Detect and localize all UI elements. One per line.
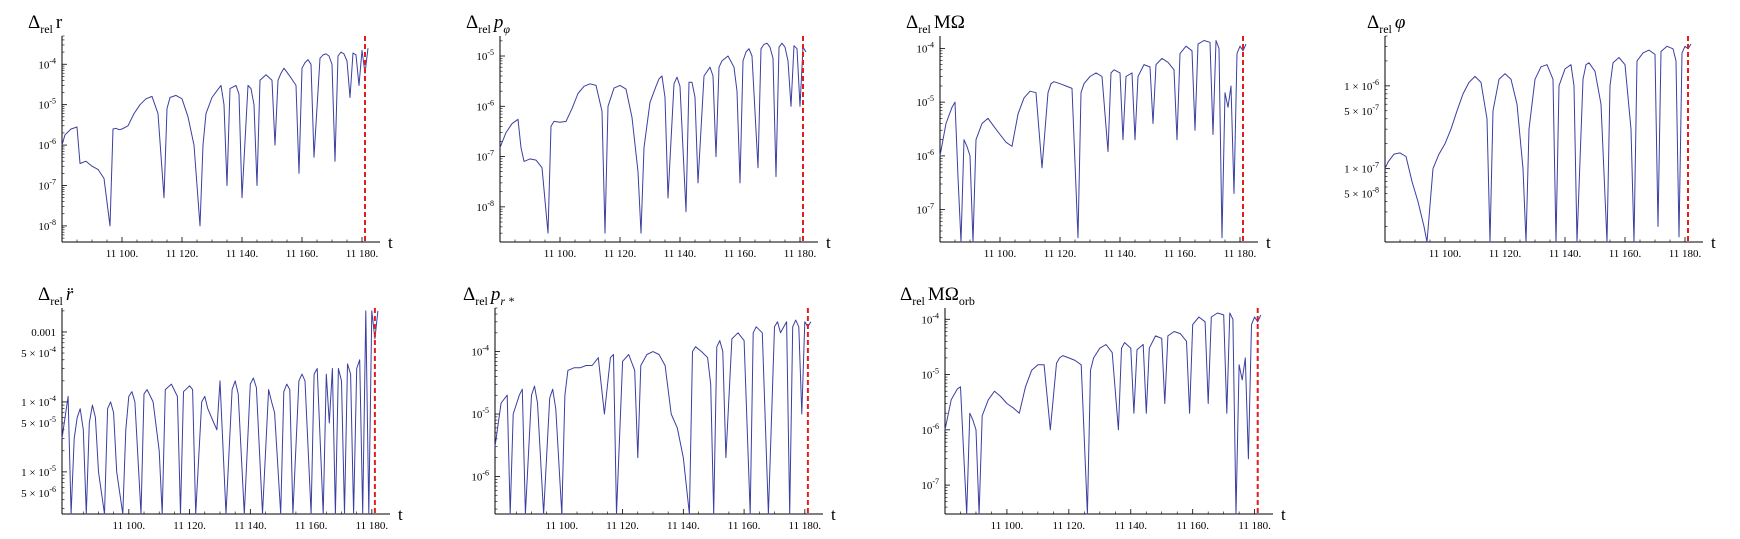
x-tick-label: 11 100. xyxy=(113,520,146,532)
x-axis-label: t xyxy=(398,505,403,524)
x-tick-label: 11 100. xyxy=(546,520,579,532)
panel-title: Δrel φ xyxy=(1367,12,1405,36)
x-tick-label: 11 120. xyxy=(606,520,639,532)
x-tick-label: 11 180. xyxy=(1238,520,1271,532)
x-tick-label: 11 160. xyxy=(1176,520,1209,532)
series-line xyxy=(939,40,1247,243)
x-tick-label: 11 180. xyxy=(1669,248,1702,260)
panel-title: Δrel r xyxy=(28,12,63,36)
x-tick-label: 11 160. xyxy=(1609,248,1642,260)
series-line xyxy=(1384,43,1692,243)
x-tick-label: 11 120. xyxy=(166,248,199,260)
x-axis-label: t xyxy=(1281,505,1286,524)
x-axis-label: t xyxy=(1266,233,1271,252)
y-tick-label: 1 × 10-4 xyxy=(21,394,56,409)
y-tick-label: 1 × 10-5 xyxy=(21,464,56,479)
series-line xyxy=(61,48,369,227)
series-line xyxy=(494,319,812,515)
panel-title: Δrel r̈ xyxy=(38,284,74,308)
x-tick-label: 11 140. xyxy=(1104,248,1137,260)
chart-panel-2: Δrel pφ t 11 100. 11 120. 11 140. 11 160. 11 18… xyxy=(466,12,831,260)
x-tick-label: 11 100. xyxy=(1429,248,1462,260)
x-tick-label: 11 160. xyxy=(295,520,328,532)
x-tick-label: 11 120. xyxy=(1489,248,1522,260)
x-tick-label: 11 140. xyxy=(1549,248,1582,260)
y-tick-label: 10-6 xyxy=(38,137,56,152)
y-tick-label: 5 × 10-6 xyxy=(21,485,56,500)
x-tick-label: 11 180. xyxy=(789,520,822,532)
y-tick-label: 10-6 xyxy=(471,468,489,483)
y-tick-label: 10-5 xyxy=(476,48,494,63)
x-tick-label: 11 140. xyxy=(234,520,267,532)
x-tick-label: 11 140. xyxy=(1114,520,1147,532)
chart-panel-6: Δrel pr * t 11 100. 11 120. 11 140. 11 160. 11 … xyxy=(463,284,836,532)
y-tick-label: 10-5 xyxy=(916,94,934,109)
x-tick-label: 11 100. xyxy=(544,248,577,260)
x-tick-label: 11 160. xyxy=(1164,248,1197,260)
x-tick-label: 11 160. xyxy=(724,248,757,260)
x-tick-label: 11 180. xyxy=(784,248,817,260)
x-tick-label: 11 120. xyxy=(604,248,637,260)
x-tick-label: 11 100. xyxy=(984,248,1017,260)
y-tick-label: 10-7 xyxy=(476,149,494,164)
y-tick-label: 10-6 xyxy=(476,98,494,113)
chart-panel-1: Δrel r t 11 100. 11 120. 11 140. 11 160. 11 180… xyxy=(28,12,393,260)
x-tick-label: 11 180. xyxy=(346,248,379,260)
panel-title: Δrel MΩ xyxy=(906,12,965,36)
y-tick-label: 5 × 10-8 xyxy=(1344,186,1379,201)
series-line xyxy=(944,312,1262,515)
y-tick-label: 10-8 xyxy=(476,199,494,214)
y-tick-label: 0.001 xyxy=(31,327,56,339)
x-tick-label: 11 100. xyxy=(991,520,1024,532)
chart-panel-4: Δrel φ t 11 100. 11 120. 11 140. 11 160. 11 180… xyxy=(1344,12,1716,260)
x-tick-label: 11 160. xyxy=(728,520,761,532)
y-tick-label: 5 × 10-7 xyxy=(1344,103,1379,118)
y-tick-label: 10-4 xyxy=(921,311,939,326)
y-tick-label: 10-4 xyxy=(38,56,56,71)
x-tick-label: 11 120. xyxy=(1053,520,1086,532)
panel-title: Δrel MΩorb xyxy=(900,284,975,308)
x-axis-label: t xyxy=(388,233,393,252)
y-tick-label: 5 × 10-4 xyxy=(21,345,56,360)
y-tick-label: 10-7 xyxy=(916,202,934,217)
y-tick-label: 10-6 xyxy=(921,422,939,437)
y-tick-label: 10-4 xyxy=(471,344,489,359)
y-tick-label: 10-7 xyxy=(921,477,939,492)
x-axis-label: t xyxy=(831,505,836,524)
series-line xyxy=(499,42,807,234)
x-tick-label: 11 140. xyxy=(664,248,697,260)
x-axis-label: t xyxy=(826,233,831,252)
y-tick-label: 5 × 10-5 xyxy=(21,415,56,430)
y-tick-label: 10-7 xyxy=(38,177,56,192)
series-line xyxy=(61,310,379,515)
y-tick-label: 1 × 10-7 xyxy=(1344,161,1379,176)
x-tick-label: 11 140. xyxy=(667,520,700,532)
x-tick-label: 11 180. xyxy=(356,520,389,532)
y-tick-label: 10-4 xyxy=(916,40,934,55)
x-tick-label: 11 160. xyxy=(286,248,319,260)
x-axis-label: t xyxy=(1711,233,1716,252)
chart-panel-7: Δrel MΩorb t 11 100. 11 120. 11 140. 11 160. 11… xyxy=(900,284,1286,532)
y-tick-label: 10-8 xyxy=(38,218,56,233)
y-tick-label: 10-5 xyxy=(38,97,56,112)
y-tick-label: 10-5 xyxy=(921,367,939,382)
x-tick-label: 11 120. xyxy=(1044,248,1077,260)
x-tick-label: 11 140. xyxy=(226,248,259,260)
x-tick-label: 11 180. xyxy=(1224,248,1257,260)
x-tick-label: 11 120. xyxy=(173,520,206,532)
y-tick-label: 10-6 xyxy=(916,148,934,163)
y-tick-label: 10-5 xyxy=(471,406,489,421)
panel-title: Δrel pφ xyxy=(466,12,510,36)
x-tick-label: 11 100. xyxy=(106,248,139,260)
panel-title: Δrel pr * xyxy=(463,284,514,308)
y-tick-label: 1 × 10-6 xyxy=(1344,78,1379,93)
chart-panel-3: Δrel MΩ t 11 100. 11 120. 11 140. 11 160. 11 18… xyxy=(906,12,1271,260)
chart-panel-5: Δrel r̈ t 11 100. 11 120. 11 140. 11 160. 11 18… xyxy=(21,284,403,532)
